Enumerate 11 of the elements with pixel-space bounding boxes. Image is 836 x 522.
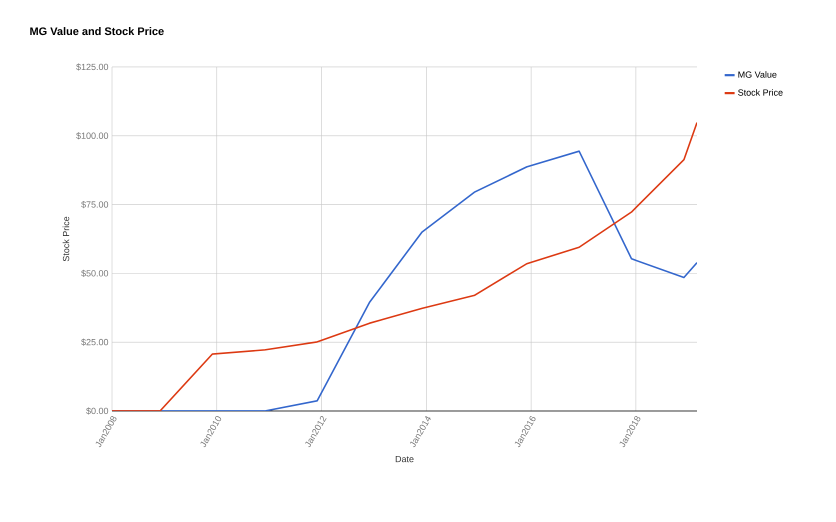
y-axis-title: Stock Price (62, 216, 70, 262)
x-axis-title: Date (396, 456, 414, 462)
y-tick-label: $125.00 (76, 63, 108, 71)
legend-label: MG Value (738, 71, 777, 78)
y-tick-label: $75.00 (81, 200, 108, 208)
y-tick-label: $25.00 (81, 338, 108, 346)
y-tick-label: $0.00 (86, 407, 108, 415)
legend-label: Stock Price (738, 89, 783, 96)
y-tick-label: $100.00 (76, 132, 108, 140)
y-tick-label: $50.00 (81, 270, 108, 278)
chart-title: MG Value and Stock Price (30, 27, 164, 36)
